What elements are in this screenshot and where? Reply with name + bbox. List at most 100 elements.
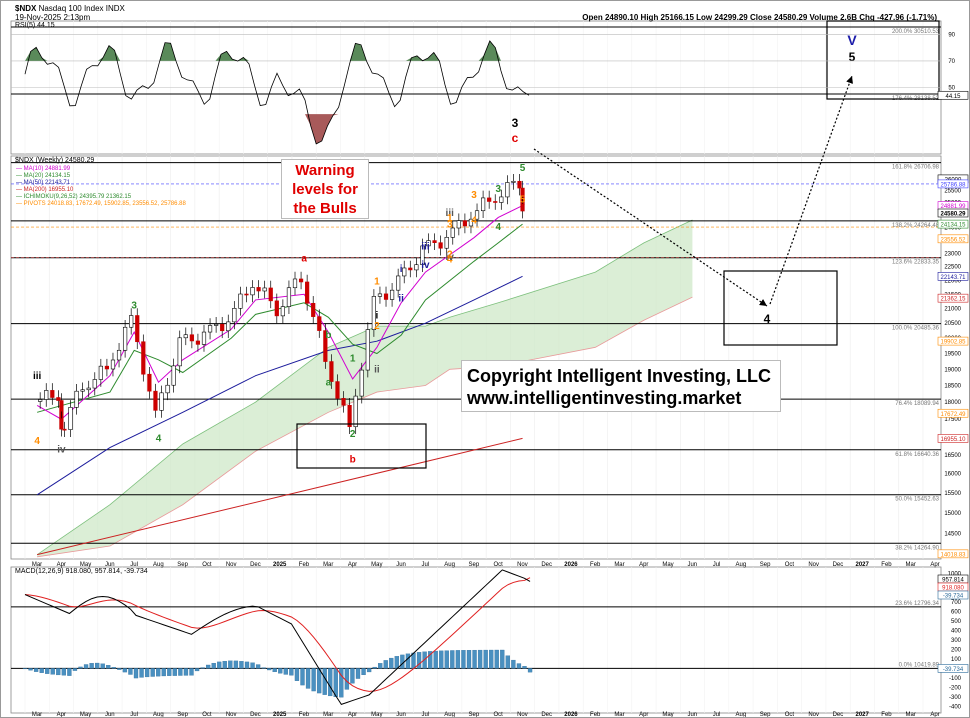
macd-axis-tick: 600 [951, 610, 962, 616]
candle-body [147, 373, 152, 392]
macd-histogram-bar [45, 668, 50, 674]
wave-label: 4 [495, 222, 501, 233]
wave-c-top-label: c [512, 131, 519, 145]
wave-label: iv [421, 260, 430, 271]
price-label-value: 21362.15 [940, 297, 966, 303]
macd-histogram-bar [427, 651, 433, 669]
macd-axis-tick: -300 [949, 695, 962, 701]
macd-histogram-bar [50, 668, 55, 675]
candle-body [456, 220, 461, 229]
macd-histogram-bar [111, 667, 116, 669]
header-exchange: INDX [105, 4, 125, 13]
candle-body [59, 418, 64, 430]
macd-histogram-bar [72, 668, 78, 671]
x-tick-label: Dec [833, 562, 844, 568]
macd-histogram-bar [311, 668, 316, 692]
macd-axis-tick: -200 [949, 685, 962, 691]
macd-histogram-bar [400, 654, 405, 669]
price-label-box [937, 293, 969, 303]
wave-label: a [326, 377, 332, 388]
header-symbol-line: $NDX Nasdaq 100 Index INDX [15, 4, 125, 13]
macd-axis-tick: 300 [951, 638, 962, 644]
wave-label: iii [421, 241, 430, 252]
macd-histogram-bar [89, 663, 94, 669]
macd-x-tick-label: May [662, 712, 673, 717]
macd-histogram-bar [378, 663, 383, 669]
x-tick-label: Sep [469, 562, 480, 568]
wave-3-top-label: 3 [512, 116, 519, 130]
price-axis-tick: 16000 [944, 472, 961, 478]
macd-histogram-bar [322, 668, 327, 695]
candle-body [420, 245, 425, 265]
candle-body [104, 365, 110, 370]
candle-body [98, 365, 103, 380]
macd-histogram-bar [328, 668, 333, 697]
candle-body [408, 267, 413, 271]
candle-body [189, 334, 194, 342]
macd-axis-tick: 100 [951, 657, 962, 663]
candle-body [68, 407, 73, 430]
rsi-line [24, 40, 530, 145]
candle-body [317, 316, 322, 331]
rsi-axis-tick: 50 [948, 86, 955, 92]
warning-callout: Warning levels for the Bulls [281, 159, 369, 219]
price-axis-tick: 22000 [944, 278, 961, 284]
macd-histogram-bar [477, 649, 483, 669]
macd-x-tick-label: Dec [833, 712, 844, 717]
price-label-box [937, 234, 969, 244]
macd-axis-tick: 400 [951, 629, 962, 635]
candle-body [268, 287, 273, 302]
wave-label: 5 [520, 163, 526, 174]
macd-x-tick-label: Nov [517, 712, 528, 717]
macd-histogram-bar [178, 668, 183, 676]
price-axis-tick: 23000 [944, 251, 961, 257]
macd-histogram-bar [117, 668, 122, 670]
x-tick-label: Mar [614, 562, 624, 568]
wave-label: 1 [350, 353, 356, 364]
wave-label: ii [374, 364, 380, 375]
macd-x-tick-label: 2027 [856, 712, 870, 717]
ichimoku-cloud [37, 219, 693, 557]
candle-body [165, 384, 170, 394]
macd-histogram-bar [189, 668, 194, 676]
x-tick-label: 2027 [856, 562, 870, 568]
fib-level-label: 38.2% 14264.90 [895, 545, 939, 551]
wave-label: iv [446, 252, 455, 263]
macd-histogram-bar [372, 666, 377, 669]
wave-label: 4 [447, 255, 453, 266]
candle-body [305, 281, 310, 304]
macd-histogram-bar [100, 663, 105, 669]
candle-body [44, 390, 49, 400]
projection-arrow-down [533, 148, 768, 307]
macd-fib-label: 0.0% 10419.89 [899, 662, 940, 668]
macd-histogram-bar [522, 666, 527, 669]
candle-body [347, 404, 352, 428]
macd-x-tick-label: Mar [32, 712, 42, 717]
candle-body [481, 197, 486, 212]
macd-x-tick-label: Mar [906, 712, 916, 717]
x-tick-label: Apr [930, 562, 939, 568]
candle-body [359, 369, 364, 397]
x-tick-label: Oct [785, 562, 795, 568]
candle-body [256, 287, 261, 292]
candle-body [116, 349, 122, 361]
macd-histogram-bar [494, 649, 499, 669]
candle-body [474, 210, 480, 220]
candle-body [135, 315, 140, 343]
candle-body [517, 180, 522, 189]
macd-x-tick-label: 2026 [564, 712, 578, 717]
candle-body [487, 197, 492, 202]
fib-level-label: 123.6% 22833.35 [892, 260, 940, 266]
macd-histogram-bar [150, 668, 155, 677]
candle-body [298, 278, 304, 283]
macd-histogram-bar [61, 668, 66, 676]
macd-histogram-bar [217, 661, 222, 669]
macd-histogram-bar [78, 666, 83, 669]
macd-histogram-bar [233, 660, 239, 669]
macd-x-tick-label: Apr [639, 712, 648, 717]
macd-histogram-bar [33, 668, 39, 672]
price-label-value: 25786.88 [940, 182, 966, 188]
ma-200-line [37, 437, 523, 556]
x-tick-label: Aug [153, 562, 164, 568]
macd-histogram-bar [39, 668, 44, 673]
